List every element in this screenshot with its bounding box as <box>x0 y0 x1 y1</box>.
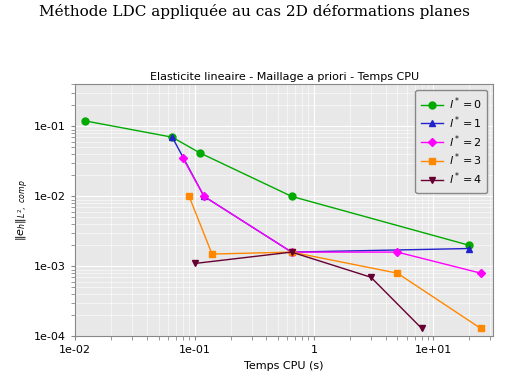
$l^* = 3$ <box>394 271 400 276</box>
$l^* = 0$ <box>197 151 203 155</box>
$l^* = 2$ <box>478 271 484 276</box>
$l^* = 2$ <box>201 194 207 199</box>
Legend: $l^* = 0$, $l^* = 1$, $l^* = 2$, $l^* = 3$, $l^* = 4$: $l^* = 0$, $l^* = 1$, $l^* = 2$, $l^* = … <box>416 90 488 193</box>
$l^* = 3$ <box>478 326 484 331</box>
$l^* = 4$ <box>289 250 295 254</box>
Title: Elasticite lineaire - Maillage a priori - Temps CPU: Elasticite lineaire - Maillage a priori … <box>149 72 419 82</box>
$l^* = 2$ <box>180 156 186 161</box>
$l^* = 1$ <box>169 135 175 139</box>
$l^* = 3$ <box>186 194 192 199</box>
$l^* = 0$ <box>169 135 175 139</box>
$l^* = 0$ <box>82 119 88 123</box>
Line: $l^* = 1$: $l^* = 1$ <box>169 134 473 256</box>
$l^* = 4$ <box>192 261 198 266</box>
Line: $l^* = 2$: $l^* = 2$ <box>180 156 484 276</box>
$l^* = 1$ <box>201 194 207 199</box>
$l^* = 0$ <box>466 243 472 248</box>
$l^* = 3$ <box>209 252 215 256</box>
Y-axis label: $\| e_h \|_{L^2,\ comp}$: $\| e_h \|_{L^2,\ comp}$ <box>15 179 31 241</box>
$l^* = 1$ <box>466 246 472 251</box>
$l^* = 1$ <box>289 250 295 254</box>
$l^* = 4$ <box>368 275 374 279</box>
Line: $l^* = 3$: $l^* = 3$ <box>186 194 484 331</box>
Text: Méthode LDC appliquée au cas 2D déformations planes: Méthode LDC appliquée au cas 2D déformat… <box>39 4 469 19</box>
$l^* = 2$ <box>394 250 400 254</box>
$l^* = 4$ <box>419 326 425 331</box>
$l^* = 3$ <box>289 250 295 254</box>
Line: $l^* = 4$: $l^* = 4$ <box>191 249 425 332</box>
$l^* = 2$ <box>289 250 295 254</box>
$l^* = 0$ <box>289 194 295 199</box>
X-axis label: Temps CPU (s): Temps CPU (s) <box>244 361 324 371</box>
Line: $l^* = 0$: $l^* = 0$ <box>81 117 473 249</box>
